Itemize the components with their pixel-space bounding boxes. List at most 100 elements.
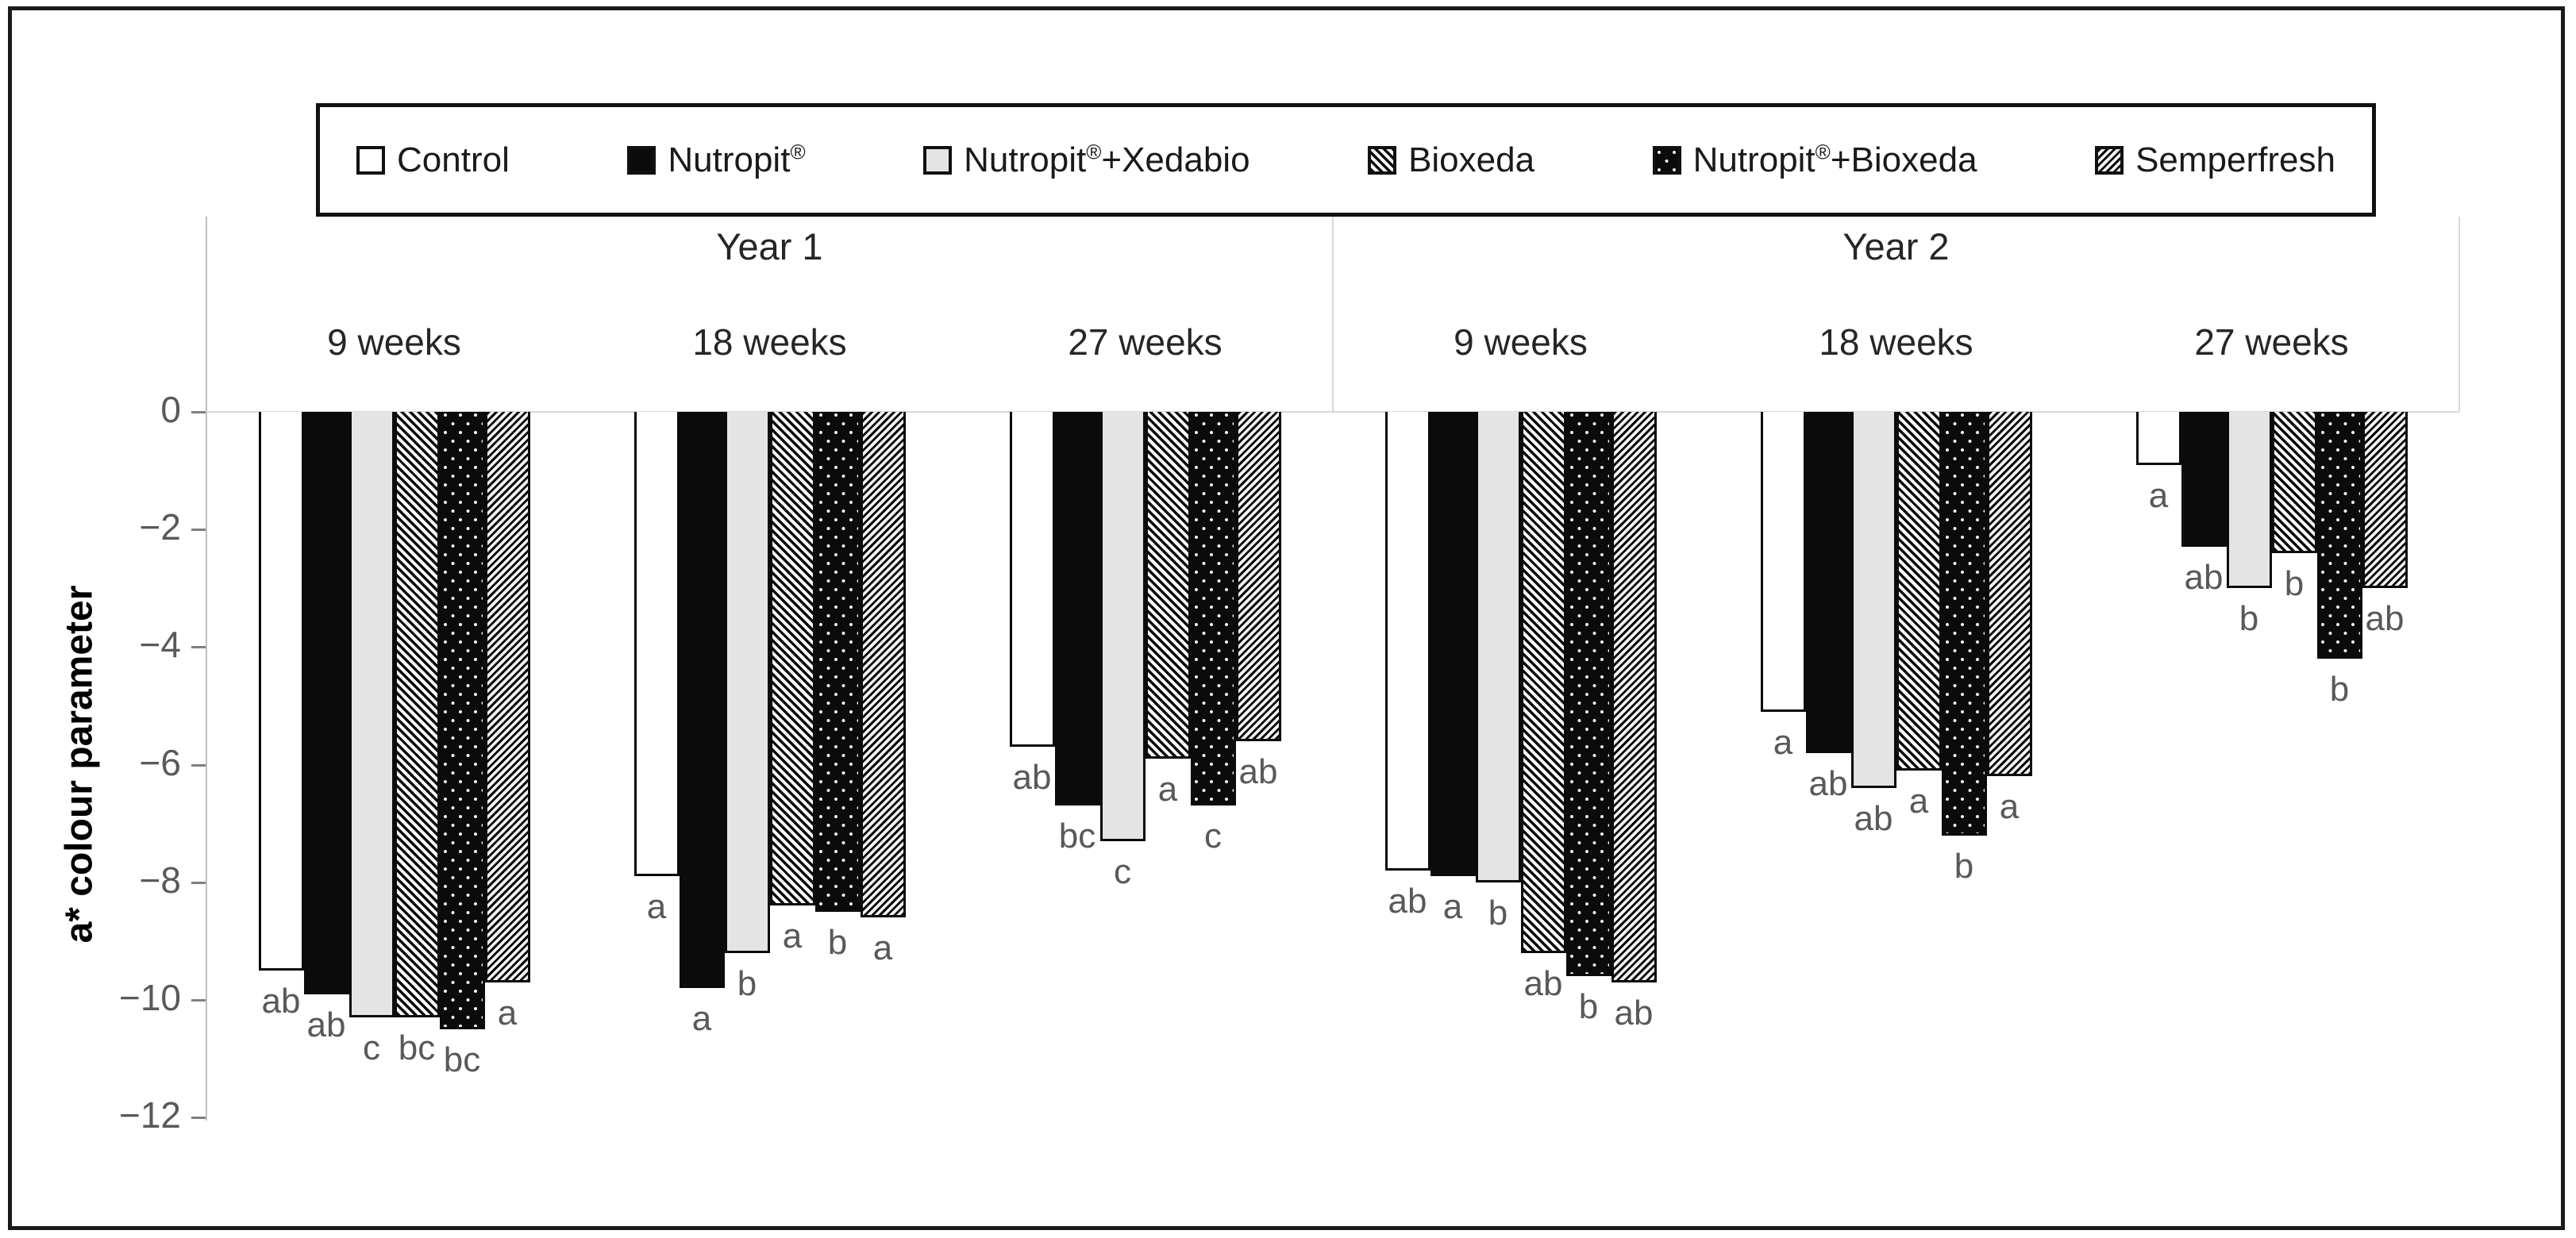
bar-nutropit-xedabio-g2 — [724, 412, 770, 953]
bar-control-g6 — [2135, 412, 2181, 465]
legend-item-nutropit+bioxeda: Nutropit®+Bioxeda — [1652, 140, 1977, 180]
bar-bioxeda-g3 — [1145, 412, 1191, 759]
bar-nutropit-xedabio-g1 — [348, 412, 395, 1018]
bar-bioxeda-g1 — [394, 412, 440, 1018]
week-label: 18 weeks — [1819, 321, 1973, 363]
significance-letter: ab — [1238, 752, 1278, 791]
y-tick-label: −10 — [118, 977, 181, 1018]
significance-letter: a — [872, 928, 893, 968]
y-tick-label: −4 — [139, 624, 181, 666]
significance-letter: bc — [398, 1028, 436, 1068]
bar-semperfresh-g6 — [2362, 412, 2408, 589]
significance-letter: c — [363, 1028, 380, 1068]
legend-item-semperfresh: Semperfresh — [2095, 140, 2335, 180]
y-tick-mark — [191, 529, 206, 532]
significance-letter: a — [1442, 887, 1463, 927]
bar-semperfresh-g1 — [484, 412, 530, 982]
bar-nutropit--g5 — [1805, 412, 1851, 753]
week-label: 18 weeks — [692, 321, 847, 363]
significance-letter: b — [1578, 987, 1599, 1027]
bar-nutropit--g2 — [679, 412, 725, 989]
significance-letter: ab — [1808, 763, 1848, 803]
week-label: 27 weeks — [1068, 321, 1223, 363]
significance-letter: b — [1488, 893, 1508, 932]
bar-nutropit-xedabio-g3 — [1099, 412, 1146, 841]
y-tick-mark — [191, 999, 206, 1002]
bar-bioxeda-g2 — [769, 412, 815, 906]
y-tick-mark — [191, 646, 206, 649]
significance-letter: ab — [2184, 558, 2224, 598]
legend-item-nutropit+xedabio: Nutropit®+Xedabio — [923, 140, 1250, 180]
significance-letter: ab — [1523, 963, 1563, 1003]
legend-item-bioxeda: Bioxeda — [1368, 140, 1534, 180]
significance-letter: a — [646, 887, 667, 927]
bar-nutropit--g6 — [2181, 412, 2227, 548]
y-tick-mark — [191, 881, 206, 884]
bar-nutropit-bioxeda-g3 — [1190, 412, 1236, 806]
week-label: 9 weeks — [327, 321, 461, 363]
week-label: 9 weeks — [1454, 321, 1588, 363]
week-label: 27 weeks — [2194, 321, 2349, 363]
header-boundary-line — [2459, 217, 2460, 412]
bar-nutropit-bioxeda-g6 — [2316, 412, 2362, 659]
bar-bioxeda-g4 — [1520, 412, 1566, 953]
bar-semperfresh-g5 — [1986, 412, 2032, 777]
legend-item-nutropit: Nutropit® — [627, 139, 806, 180]
y-tick-mark — [191, 411, 206, 413]
bar-semperfresh-g4 — [1611, 412, 1657, 982]
outer-border — [8, 6, 2565, 1230]
significance-letter: b — [2329, 670, 2350, 709]
significance-letter: c — [1204, 817, 1222, 856]
legend-swatch-diagonal-up-fine-hatch-icon — [2095, 145, 2124, 175]
y-axis-line — [206, 217, 207, 1121]
bar-semperfresh-g3 — [1235, 412, 1281, 741]
significance-letter: ab — [306, 1005, 346, 1044]
bar-nutropit-bioxeda-g4 — [1565, 412, 1611, 977]
significance-letter: a — [1999, 787, 2020, 827]
significance-letter: ab — [1012, 758, 1052, 798]
bar-control-g5 — [1760, 412, 1806, 712]
bar-nutropit-xedabio-g4 — [1475, 412, 1521, 882]
legend-swatch-diagonal-down-hatch-icon — [1368, 145, 1397, 175]
significance-letter: a — [1157, 770, 1178, 809]
y-tick-label: −12 — [118, 1094, 181, 1136]
bar-nutropit--g4 — [1430, 412, 1476, 877]
significance-letter: ab — [1854, 799, 1893, 839]
bar-semperfresh-g2 — [860, 412, 906, 918]
significance-letter: bc — [443, 1040, 481, 1080]
y-tick-label: −8 — [139, 859, 181, 901]
bar-nutropit-bioxeda-g2 — [814, 412, 861, 912]
zero-gridline — [206, 411, 2459, 413]
significance-letter: b — [737, 963, 757, 1003]
significance-letter: b — [2239, 599, 2259, 639]
bar-nutropit--g1 — [303, 412, 349, 994]
y-tick-mark — [191, 763, 206, 767]
bar-control-g1 — [258, 412, 304, 971]
significance-letter: a — [1908, 782, 1929, 821]
bar-nutropit-xedabio-g6 — [2226, 412, 2272, 589]
significance-letter: ab — [261, 981, 301, 1021]
legend-label: Control — [397, 140, 510, 179]
legend-swatch-light-gray-icon — [923, 145, 953, 175]
significance-letter: a — [1773, 722, 1793, 762]
legend-swatch-white-dots-on-black-icon — [1652, 145, 1681, 175]
legend-label: Nutropit® — [668, 139, 806, 179]
significance-letter: a — [497, 993, 518, 1032]
significance-letter: c — [1114, 852, 1131, 891]
significance-letter: a — [782, 917, 803, 956]
significance-letter: a — [2148, 475, 2169, 515]
y-tick-label: −6 — [139, 741, 181, 783]
significance-letter: ab — [2365, 599, 2405, 639]
year-section-label: Year 2 — [1842, 225, 1950, 267]
y-tick-label: 0 — [160, 389, 181, 430]
year-section-label: Year 1 — [716, 225, 823, 267]
significance-letter: b — [2284, 563, 2305, 603]
significance-letter: ab — [1614, 993, 1654, 1032]
bar-control-g4 — [1384, 412, 1430, 871]
significance-letter: a — [691, 999, 712, 1039]
bar-bioxeda-g5 — [1896, 412, 1942, 771]
bar-nutropit-bioxeda-g1 — [439, 412, 485, 1030]
bar-nutropit-xedabio-g5 — [1850, 412, 1896, 789]
legend-label: Bioxeda — [1408, 140, 1535, 179]
